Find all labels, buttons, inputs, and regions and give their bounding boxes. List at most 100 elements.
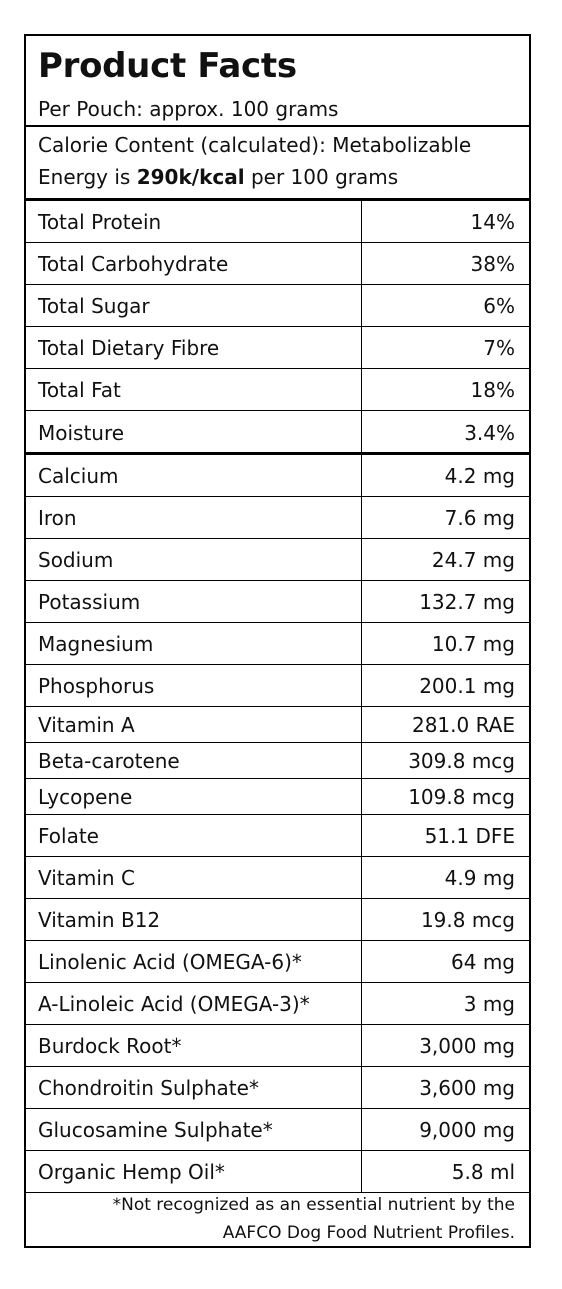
footnote-line-2: AAFCO Dog Food Nutrient Profiles. [222, 1223, 515, 1243]
table-row: Beta-carotene 309.8 mcg [26, 743, 529, 779]
column-divider [361, 941, 362, 982]
table-row: Calcium 4.2 mg [26, 455, 529, 497]
nutrient-value: 38% [470, 252, 515, 276]
serving-size: Per Pouch: approx. 100 grams [38, 97, 339, 121]
column-divider [361, 497, 362, 538]
calorie-prefix: Energy is [38, 165, 137, 189]
nutrient-value: 132.7 mg [419, 590, 515, 614]
column-divider [361, 623, 362, 664]
table-row: Organic Hemp Oil* 5.8 ml [26, 1151, 529, 1193]
nutrient-name: Chondroitin Sulphate* [38, 1076, 259, 1100]
table-row: Magnesium 10.7 mg [26, 623, 529, 665]
table-row: Total Sugar 6% [26, 285, 529, 327]
nutrient-name: Vitamin B12 [38, 908, 161, 932]
table-row: Burdock Root* 3,000 mg [26, 1025, 529, 1067]
table-row: Glucosamine Sulphate* 9,000 mg [26, 1109, 529, 1151]
table-row: Moisture 3.4% [26, 411, 529, 455]
nutrient-name: Total Protein [38, 210, 162, 234]
nutrient-name: Iron [38, 506, 77, 530]
column-divider [361, 411, 362, 452]
calorie-content: Calorie Content (calculated): Metaboliza… [26, 127, 529, 201]
table-row: Phosphorus 200.1 mg [26, 665, 529, 707]
nutrient-value: 10.7 mg [431, 632, 515, 656]
column-divider [361, 243, 362, 284]
nutrient-value: 64 mg [451, 950, 515, 974]
nutrient-value: 7.6 mg [444, 506, 515, 530]
column-divider [361, 779, 362, 814]
nutrient-name: Folate [38, 824, 99, 848]
column-divider [361, 1067, 362, 1108]
nutrient-value: 4.2 mg [444, 464, 515, 488]
nutrient-value: 18% [470, 378, 515, 402]
table-row: Vitamin A 281.0 RAE [26, 707, 529, 743]
column-divider [361, 1151, 362, 1192]
table-row: Potassium 132.7 mg [26, 581, 529, 623]
nutrient-name: Vitamin C [38, 866, 135, 890]
nutrient-value: 19.8 mcg [420, 908, 515, 932]
nutrient-value: 14% [470, 210, 515, 234]
calorie-line-1: Calorie Content (calculated): Metaboliza… [38, 133, 472, 157]
calorie-value: 290k/kcal [136, 165, 245, 189]
column-divider [361, 899, 362, 940]
nutrient-name: Total Sugar [38, 294, 150, 318]
column-divider [361, 815, 362, 856]
nutrient-name: Lycopene [38, 785, 133, 809]
nutrient-value: 3,000 mg [419, 1034, 515, 1058]
calorie-suffix: per 100 grams [244, 165, 399, 189]
nutrient-value: 3 mg [463, 992, 515, 1016]
nutrient-name: Potassium [38, 590, 141, 614]
column-divider [361, 983, 362, 1024]
nutrient-name: Sodium [38, 548, 114, 572]
column-divider [361, 1025, 362, 1066]
table-row: Total Protein 14% [26, 201, 529, 243]
nutrient-value: 309.8 mcg [408, 749, 515, 773]
table-row: Lycopene 109.8 mcg [26, 779, 529, 815]
nutrient-name: Phosphorus [38, 674, 155, 698]
title-block: Product Facts Per Pouch: approx. 100 gra… [26, 36, 529, 127]
column-divider [361, 857, 362, 898]
column-divider [361, 327, 362, 368]
nutrient-value: 109.8 mcg [408, 785, 515, 809]
column-divider [361, 455, 362, 496]
table-row: Linolenic Acid (OMEGA-6)* 64 mg [26, 941, 529, 983]
page-title: Product Facts [38, 46, 297, 86]
nutrient-value: 281.0 RAE [411, 713, 515, 737]
nutrient-name: Calcium [38, 464, 119, 488]
footnote-line-1: *Not recognized as an essential nutrient… [112, 1195, 515, 1215]
nutrient-value: 6% [483, 294, 515, 318]
nutrient-name: Burdock Root* [38, 1034, 182, 1058]
nutrient-value: 3,600 mg [419, 1076, 515, 1100]
column-divider [361, 285, 362, 326]
nutrient-name: A-Linoleic Acid (OMEGA-3)* [38, 992, 310, 1016]
nutrient-value: 9,000 mg [419, 1118, 515, 1142]
nutrient-name: Moisture [38, 421, 125, 445]
calorie-line-2: Energy is 290k/kcal per 100 grams [38, 165, 398, 189]
table-row: Total Fat 18% [26, 369, 529, 411]
table-row: A-Linoleic Acid (OMEGA-3)* 3 mg [26, 983, 529, 1025]
table-row: Chondroitin Sulphate* 3,600 mg [26, 1067, 529, 1109]
nutrient-value: 4.9 mg [444, 866, 515, 890]
table-row: Folate 51.1 DFE [26, 815, 529, 857]
column-divider [361, 201, 362, 242]
nutrient-name: Total Fat [38, 378, 121, 402]
column-divider [361, 707, 362, 742]
nutrient-name: Glucosamine Sulphate* [38, 1118, 273, 1142]
nutrient-name: Linolenic Acid (OMEGA-6)* [38, 950, 302, 974]
table-row: Vitamin B12 19.8 mcg [26, 899, 529, 941]
nutrient-name: Beta-carotene [38, 749, 180, 773]
table-row: Sodium 24.7 mg [26, 539, 529, 581]
table-row: Vitamin C 4.9 mg [26, 857, 529, 899]
column-divider [361, 743, 362, 778]
nutrient-value: 51.1 DFE [424, 824, 515, 848]
column-divider [361, 581, 362, 622]
product-facts-panel: Product Facts Per Pouch: approx. 100 gra… [24, 34, 531, 1248]
column-divider [361, 1109, 362, 1150]
nutrient-value: 200.1 mg [419, 674, 515, 698]
column-divider [361, 369, 362, 410]
nutrient-value: 24.7 mg [431, 548, 515, 572]
nutrient-name: Vitamin A [38, 713, 135, 737]
nutrient-name: Total Dietary Fibre [38, 336, 220, 360]
nutrient-value: 5.8 ml [451, 1160, 515, 1184]
nutrient-name: Total Carbohydrate [38, 252, 229, 276]
nutrient-name: Magnesium [38, 632, 154, 656]
